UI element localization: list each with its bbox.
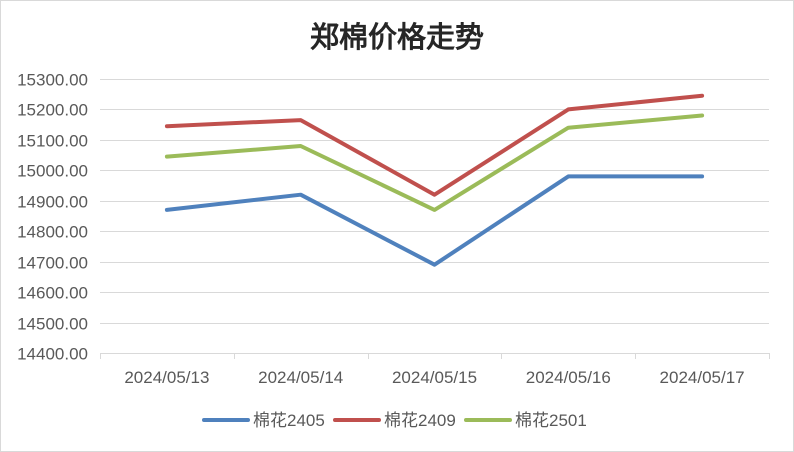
y-tick-label: 14800.00	[17, 223, 88, 242]
series-line-3	[164, 113, 705, 212]
y-tick-label: 14500.00	[17, 315, 88, 334]
series-line-2	[164, 93, 705, 197]
x-tick-label: 2024/05/16	[526, 368, 611, 387]
x-tick-label: 2024/05/15	[392, 368, 477, 387]
y-tick-label: 15100.00	[17, 132, 88, 151]
x-tick-label: 2024/05/13	[124, 368, 209, 387]
legend-label: 棉花2405	[253, 411, 325, 430]
y-tick-label: 14900.00	[17, 193, 88, 212]
series-line-1	[164, 174, 705, 267]
legend-label: 棉花2409	[384, 411, 456, 430]
series-lines	[164, 93, 705, 267]
legend-label: 棉花2501	[515, 411, 587, 430]
x-tick-label: 2024/05/14	[258, 368, 343, 387]
y-tick-label: 15200.00	[17, 101, 88, 120]
x-axis: 2024/05/13 2024/05/14 2024/05/15 2024/05/16…	[100, 353, 770, 387]
y-tick-label: 14700.00	[17, 254, 88, 273]
gridlines	[100, 79, 769, 354]
y-tick-label: 15300.00	[17, 71, 88, 90]
legend: 棉花2405 棉花2409 棉花2501	[202, 411, 587, 430]
y-tick-label: 15000.00	[17, 162, 88, 181]
legend-item-3: 棉花2501	[464, 411, 587, 430]
legend-item-2: 棉花2409	[333, 411, 456, 430]
legend-item-1: 棉花2405	[202, 411, 325, 430]
y-tick-label: 14600.00	[17, 284, 88, 303]
chart-title: 郑棉价格走势	[310, 20, 484, 54]
y-axis: 15300.00 15200.00 15100.00 15000.00 14900.00…	[17, 71, 88, 364]
y-tick-label: 14400.00	[17, 345, 88, 364]
x-tick-label: 2024/05/17	[660, 368, 745, 387]
